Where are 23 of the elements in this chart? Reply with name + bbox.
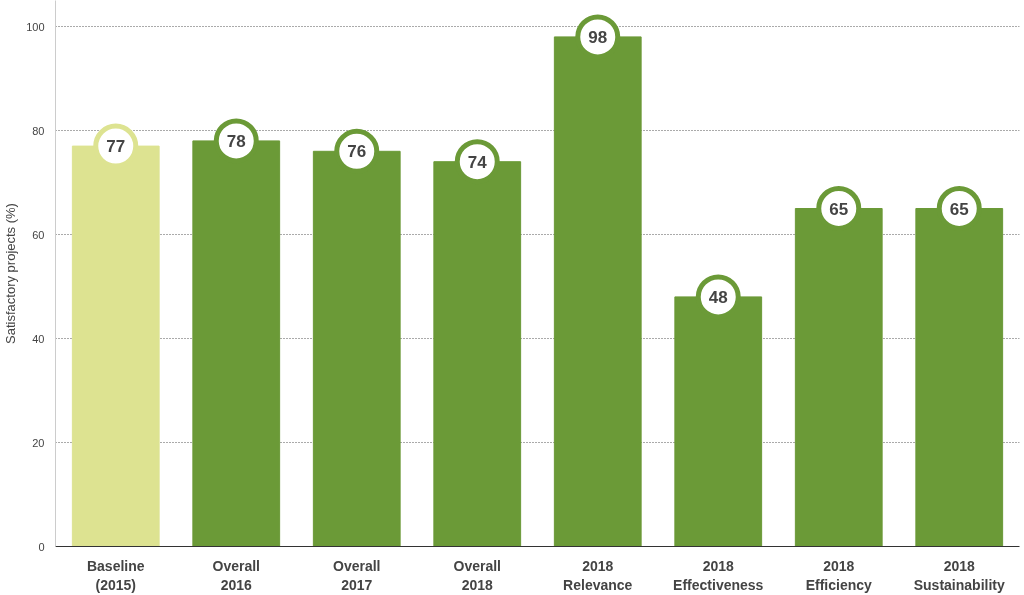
x-tick-label: Baseline (2015) xyxy=(86,557,145,593)
x-tick-label: 2018 Efficiency xyxy=(805,557,873,593)
x-tick-label: Overall 2017 xyxy=(333,557,381,593)
data-label: 48 xyxy=(708,287,728,307)
y-tick-label: 20 xyxy=(32,436,45,449)
data-label: 65 xyxy=(949,199,969,219)
x-tick-label: 2018 Effectiveness xyxy=(673,557,764,593)
data-label: 65 xyxy=(829,199,849,219)
x-tick-label: Overall 2016 xyxy=(212,557,260,593)
data-label: 98 xyxy=(588,27,608,47)
data-label: 74 xyxy=(467,152,488,172)
y-tick-label: 100 xyxy=(26,20,45,33)
y-tick-label: 80 xyxy=(32,124,45,137)
data-label: 78 xyxy=(226,131,246,151)
y-tick-label: 60 xyxy=(32,228,45,241)
data-label: 77 xyxy=(106,137,126,157)
x-tick-label: Overall 2018 xyxy=(453,557,501,593)
x-tick-label: 2018 Relevance xyxy=(563,557,633,593)
y-axis-title: Satisfactory projects (%) xyxy=(3,203,19,344)
data-label: 76 xyxy=(347,142,367,162)
x-tick-label: 2018 Sustainability xyxy=(913,557,1005,593)
y-tick-label: 0 xyxy=(38,540,45,553)
y-tick-label: 40 xyxy=(32,332,45,345)
